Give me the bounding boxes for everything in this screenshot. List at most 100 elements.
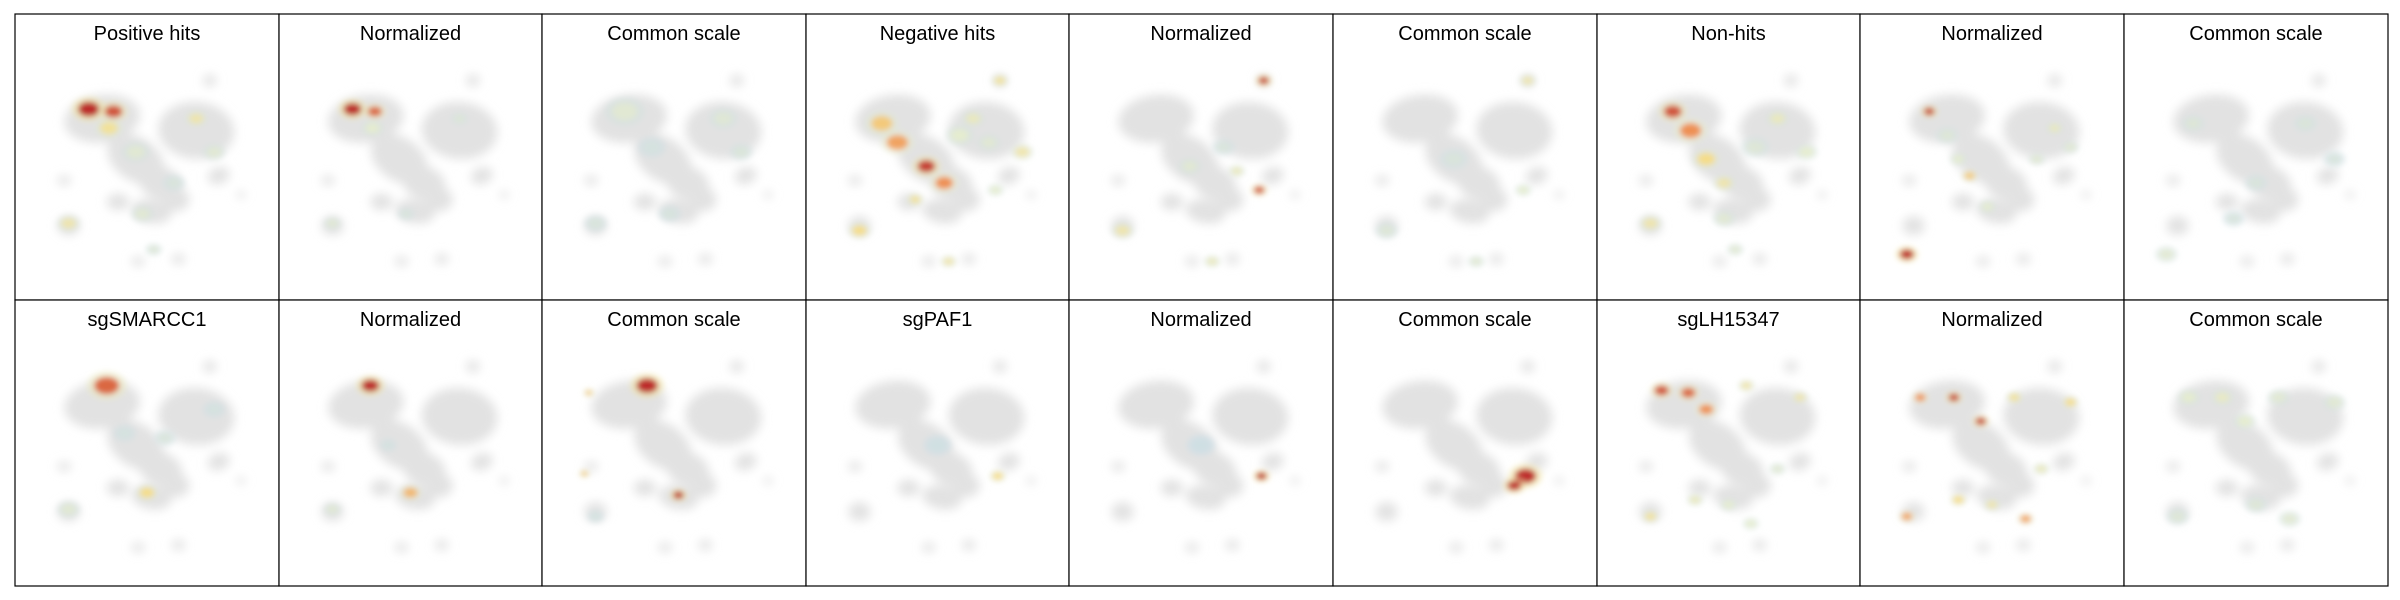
density-hotspot-core — [1681, 387, 1696, 398]
density-hotspot-core — [2065, 143, 2076, 151]
density-hotspot-core — [994, 76, 1006, 85]
density-hotspot-core — [917, 160, 936, 173]
panel-title: Normalized — [360, 23, 461, 45]
density-hotspot-core — [327, 505, 338, 514]
density-hotspot-core — [1975, 417, 1987, 425]
density-panel: Common scale — [2123, 13, 2389, 301]
density-layer — [1111, 74, 1273, 268]
density-hotspot-core — [871, 116, 893, 131]
density-hotspot-core — [157, 433, 173, 443]
density-hotspot-core — [673, 491, 684, 499]
density-hotspot-core — [1799, 147, 1814, 157]
density-hotspot-core — [2020, 515, 2031, 523]
density-hotspot-core — [166, 177, 182, 188]
density-hotspot-core — [1182, 161, 1197, 172]
density-panel: Normalized — [1859, 299, 2125, 587]
density-hotspot-core — [207, 404, 222, 415]
density-hotspot-core — [2159, 249, 2174, 260]
density-hotspot-core — [590, 512, 601, 521]
density-hotspot-core — [117, 428, 132, 439]
density-panel: Normalized — [1068, 13, 1334, 301]
density-hotspot-core — [1258, 76, 1270, 85]
density-hotspot-core — [909, 195, 921, 204]
panel-title: sgLH15347 — [1677, 309, 1779, 331]
density-hotspot-core — [1444, 152, 1463, 166]
density-hotspot-core — [928, 438, 947, 452]
density-hotspot-core — [1770, 113, 1785, 124]
density-hotspot-core — [2298, 118, 2313, 129]
density-hotspot-core — [1948, 393, 1960, 402]
density-hotspot-core — [1953, 155, 1964, 163]
density-panel: sgPAF1 — [805, 299, 1070, 587]
density-hotspot-core — [992, 472, 1004, 480]
density-hotspot-core — [1192, 438, 1210, 452]
cell-atlas-background — [584, 360, 773, 553]
density-hotspot-core — [1470, 257, 1482, 266]
density-hotspot-core — [1746, 141, 1765, 154]
cell-atlas-background — [1111, 74, 1300, 267]
density-hotspot-core — [2327, 154, 2342, 165]
density-hotspot-core — [403, 487, 418, 498]
density-layer — [1187, 435, 1270, 483]
density-hotspot-core — [1982, 203, 1993, 211]
density-hotspot-core — [2009, 393, 2020, 402]
density-hotspot-core — [1901, 512, 1913, 521]
density-hotspot-core — [400, 210, 412, 218]
density-hotspot-core — [886, 135, 909, 150]
density-layer — [2166, 389, 2346, 527]
panel-title: Common scale — [1398, 23, 1531, 45]
panel-title: Normalized — [1150, 309, 1251, 331]
density-hotspot-core — [1699, 404, 1714, 415]
density-hotspot-core — [1772, 465, 1783, 473]
density-panel: Normalized — [278, 299, 543, 587]
density-hotspot-core — [1716, 213, 1732, 224]
density-hotspot-core — [2237, 416, 2252, 427]
density-hotspot-core — [2226, 213, 2241, 224]
density-hotspot-core — [2282, 513, 2297, 524]
density-layer — [1639, 101, 1818, 256]
panel-title: Common scale — [2189, 23, 2322, 45]
density-hotspot-core — [1206, 257, 1218, 266]
density-hotspot-core — [1643, 218, 1658, 229]
density-hotspot-core — [2031, 155, 2043, 163]
density-layer — [848, 74, 1034, 268]
density-hotspot-core — [1522, 76, 1534, 85]
density-hotspot-core — [642, 141, 661, 154]
density-layer — [1895, 105, 2079, 263]
density-hotspot-core — [943, 257, 955, 266]
density-hotspot-core — [2049, 124, 2061, 132]
density-hotspot-core — [1940, 130, 1955, 141]
density-hotspot-core — [2186, 118, 2201, 129]
density-hotspot-core — [2065, 398, 2076, 406]
density-hotspot-core — [1697, 152, 1716, 166]
density-hotspot-core — [1953, 496, 1964, 504]
density-panel: Common scale — [1332, 299, 1598, 587]
density-hotspot-core — [2035, 465, 2047, 473]
density-hotspot-core — [1654, 385, 1669, 396]
density-layer — [584, 97, 753, 232]
panel-title: Normalized — [1150, 23, 1251, 45]
density-layer — [57, 371, 226, 518]
density-hotspot-core — [662, 208, 677, 219]
density-hotspot-core — [1015, 147, 1030, 157]
density-panel: Common scale — [2123, 299, 2389, 587]
density-hotspot-core — [104, 105, 123, 118]
density-hotspot-core — [1716, 177, 1732, 188]
panel-title: Normalized — [360, 309, 461, 331]
density-hotspot-core — [365, 123, 380, 134]
density-hotspot-core — [1253, 186, 1265, 194]
density-hotspot-core — [361, 379, 380, 392]
cell-atlas-background — [1375, 360, 1564, 553]
density-hotspot-core — [1231, 167, 1243, 175]
panel-frame — [1332, 299, 1598, 587]
density-hotspot-core — [966, 113, 981, 124]
density-hotspot-core — [2181, 392, 2196, 403]
density-hotspot-core — [1689, 496, 1701, 504]
density-panel: sgLH15347 — [1596, 299, 1861, 587]
density-panel: Common scale — [541, 13, 807, 301]
density-hotspot-core — [714, 112, 733, 125]
panel-title: Positive hits — [94, 23, 201, 45]
panel-title: Common scale — [607, 23, 740, 45]
density-hotspot-core — [367, 106, 382, 117]
panel-title: Normalized — [1941, 23, 2042, 45]
